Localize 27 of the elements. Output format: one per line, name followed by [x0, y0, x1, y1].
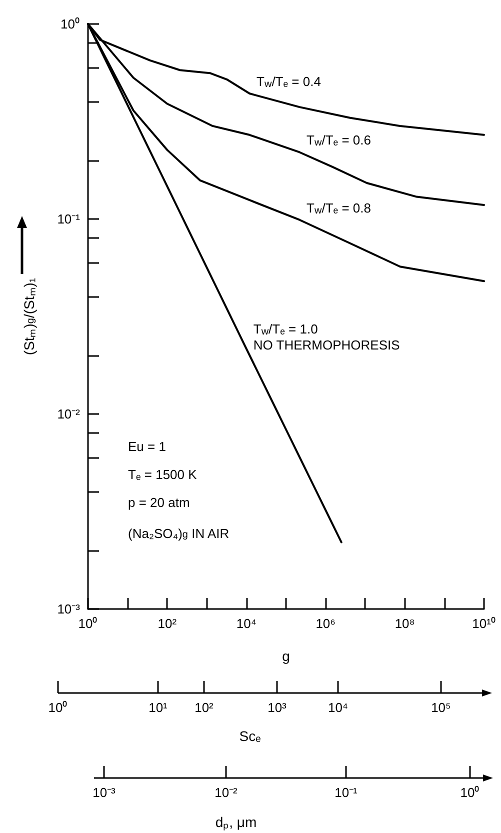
text: 10⁻³ [92, 785, 116, 801]
x-tick-label: 10⁰ [78, 616, 98, 631]
text: 10⁰ [460, 785, 480, 801]
text: 10¹ [148, 700, 168, 716]
text: 10³ [268, 700, 286, 716]
y-tick-label: 10⁰ [60, 16, 80, 32]
x-axis-title: g [282, 648, 290, 664]
annotation: (Na₂SO₄)g IN AIR [128, 526, 230, 541]
text: 10⁵ [431, 700, 451, 716]
text: Scₑ [239, 728, 261, 744]
text: 10² [194, 700, 214, 716]
x-tick-label: 10⁶ [316, 616, 336, 631]
x-tick-label: 10⁸ [394, 616, 415, 631]
y-tick-label: 10⁻¹ [57, 212, 81, 226]
y-tick-label: 10⁻³ [57, 602, 81, 616]
annotation: Eu = 1 [128, 439, 166, 454]
text: 10⁻¹ [334, 785, 358, 801]
text: dₚ, μm [215, 814, 257, 830]
text: 10⁴ [328, 700, 348, 716]
x-tick-label: 10⁴ [236, 616, 256, 631]
y-axis-title: (Stₘ)g/(Stₘ)₁ [21, 278, 37, 356]
y-tick-label: 10⁻² [57, 406, 81, 422]
annotation: Tₑ = 1500 K [128, 467, 198, 482]
text: 10⁻² [214, 785, 238, 801]
x-tick-label: 10¹⁰ [472, 616, 496, 631]
x-tick-label: 10² [158, 616, 178, 631]
annotation: p = 20 atm [128, 495, 190, 510]
